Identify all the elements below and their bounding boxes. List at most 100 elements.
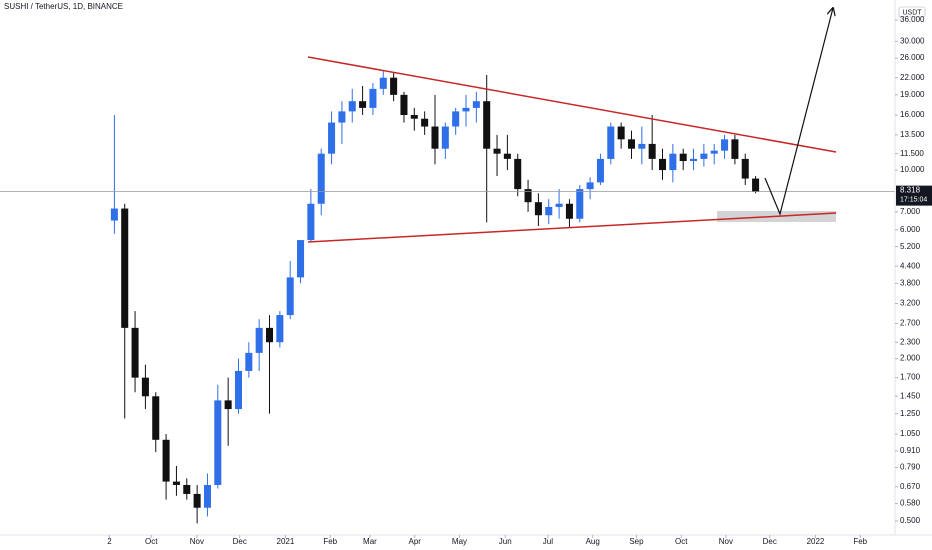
x-tick-label: May xyxy=(452,537,467,546)
candle-body xyxy=(503,153,511,159)
x-tick-label: Feb xyxy=(323,537,337,546)
chart-title: SUSHI / TetherUS, 1D, BINANCE xyxy=(4,2,123,11)
candle-body xyxy=(410,114,418,119)
x-tick-label: Feb xyxy=(853,537,867,546)
candle-body xyxy=(690,158,698,162)
y-tick-label: 10.000 xyxy=(900,165,925,174)
candle-body xyxy=(452,111,460,127)
y-tick-label: 2.700 xyxy=(900,319,921,328)
projection-arrow xyxy=(764,8,833,216)
plot-area xyxy=(0,69,895,524)
y-tick-label: 6.000 xyxy=(900,225,921,234)
candle-body xyxy=(297,240,305,278)
y-tick-label: 3.800 xyxy=(900,279,921,288)
y-tick-label: 30.000 xyxy=(900,36,925,45)
y-tick-label: 36.000 xyxy=(900,15,925,24)
candle-body xyxy=(586,182,594,190)
candle-body xyxy=(617,126,625,140)
x-tick-label: Aug xyxy=(586,537,600,546)
x-tick-label: 2 xyxy=(107,537,112,546)
upper-trendline xyxy=(307,56,837,153)
candle-body xyxy=(431,126,439,149)
candle-body xyxy=(441,126,449,149)
candle-body xyxy=(203,484,211,508)
x-tick-label: Nov xyxy=(719,537,733,546)
candle-body xyxy=(741,158,749,179)
candle-body xyxy=(245,352,253,371)
candle-body xyxy=(752,178,760,192)
candle-body xyxy=(545,206,553,216)
candle-body xyxy=(679,153,687,162)
y-tick-label: 16.000 xyxy=(900,110,925,119)
x-tick-label: Sep xyxy=(629,537,644,546)
x-tick-label: Nov xyxy=(190,537,204,546)
candle-body xyxy=(348,101,356,112)
x-tick-label: Oct xyxy=(145,537,158,546)
candle-body xyxy=(193,493,201,508)
candle-body xyxy=(472,101,480,108)
x-tick-label: Dec xyxy=(233,537,247,546)
y-tick-label: 5.200 xyxy=(900,242,921,251)
x-tick-label: 2022 xyxy=(807,537,825,546)
y-tick-label: 19.000 xyxy=(900,90,925,99)
y-tick-label: 2.000 xyxy=(900,354,921,363)
y-tick-label: 26.000 xyxy=(900,53,925,62)
y-tick-label: 0.580 xyxy=(900,499,921,508)
candle-body xyxy=(524,189,532,203)
candle-body xyxy=(700,153,708,159)
candle-body xyxy=(638,143,646,149)
candle-body xyxy=(317,153,325,204)
currency: USDT xyxy=(902,9,922,16)
currency-badge xyxy=(898,6,926,18)
candle-body xyxy=(658,158,667,171)
candle-body xyxy=(627,139,636,149)
y-tick-label: 1.050 xyxy=(900,429,921,438)
y-tick-label: 11.500 xyxy=(900,149,924,158)
candle-body xyxy=(493,148,501,154)
candle-body xyxy=(162,439,170,482)
y-tick-label: 0.910 xyxy=(900,446,921,455)
candle-body xyxy=(565,203,573,219)
candle-body xyxy=(534,202,542,216)
candle-body xyxy=(121,208,129,328)
x-tick-label: Apr xyxy=(408,537,421,546)
candle-body xyxy=(379,77,387,89)
y-tick-label: 2.300 xyxy=(900,337,921,346)
candle-body xyxy=(131,327,139,378)
candle-body xyxy=(390,77,398,95)
candle-body xyxy=(172,481,180,485)
candle-body xyxy=(276,315,284,343)
candle-body xyxy=(214,400,222,485)
last-price-badge xyxy=(896,185,932,206)
x-tick-label: Dec xyxy=(763,537,777,546)
candle-body xyxy=(286,277,294,316)
y-tick-label: 3.200 xyxy=(900,299,921,308)
x-tick-label: 2021 xyxy=(277,537,295,546)
candle-body xyxy=(369,88,377,108)
candle-body xyxy=(328,122,336,154)
last-price-label: 8.318 xyxy=(900,186,921,195)
y-tick-label: 13.500 xyxy=(900,130,925,139)
candle-body xyxy=(224,400,232,410)
y-tick-label: 0.670 xyxy=(900,482,921,491)
candle-body xyxy=(555,203,563,207)
candle-body xyxy=(359,101,367,108)
y-tick-label: 0.790 xyxy=(900,463,921,472)
candle-body xyxy=(576,189,584,219)
candle-body xyxy=(183,484,191,494)
y-tick-label: 0.500 xyxy=(900,516,921,525)
candle-body xyxy=(483,101,491,149)
candle-body xyxy=(669,153,677,171)
candle-body xyxy=(307,203,315,241)
candle-body xyxy=(265,327,274,343)
y-tick-label: 1.700 xyxy=(900,373,921,382)
candle-body xyxy=(234,370,243,410)
candle-body xyxy=(421,118,429,127)
candle-body xyxy=(462,107,470,112)
candle-body xyxy=(607,126,615,159)
y-tick-label: 7.000 xyxy=(900,207,921,216)
countdown-label: 17:15:04 xyxy=(900,196,927,203)
candle-body xyxy=(338,111,346,123)
